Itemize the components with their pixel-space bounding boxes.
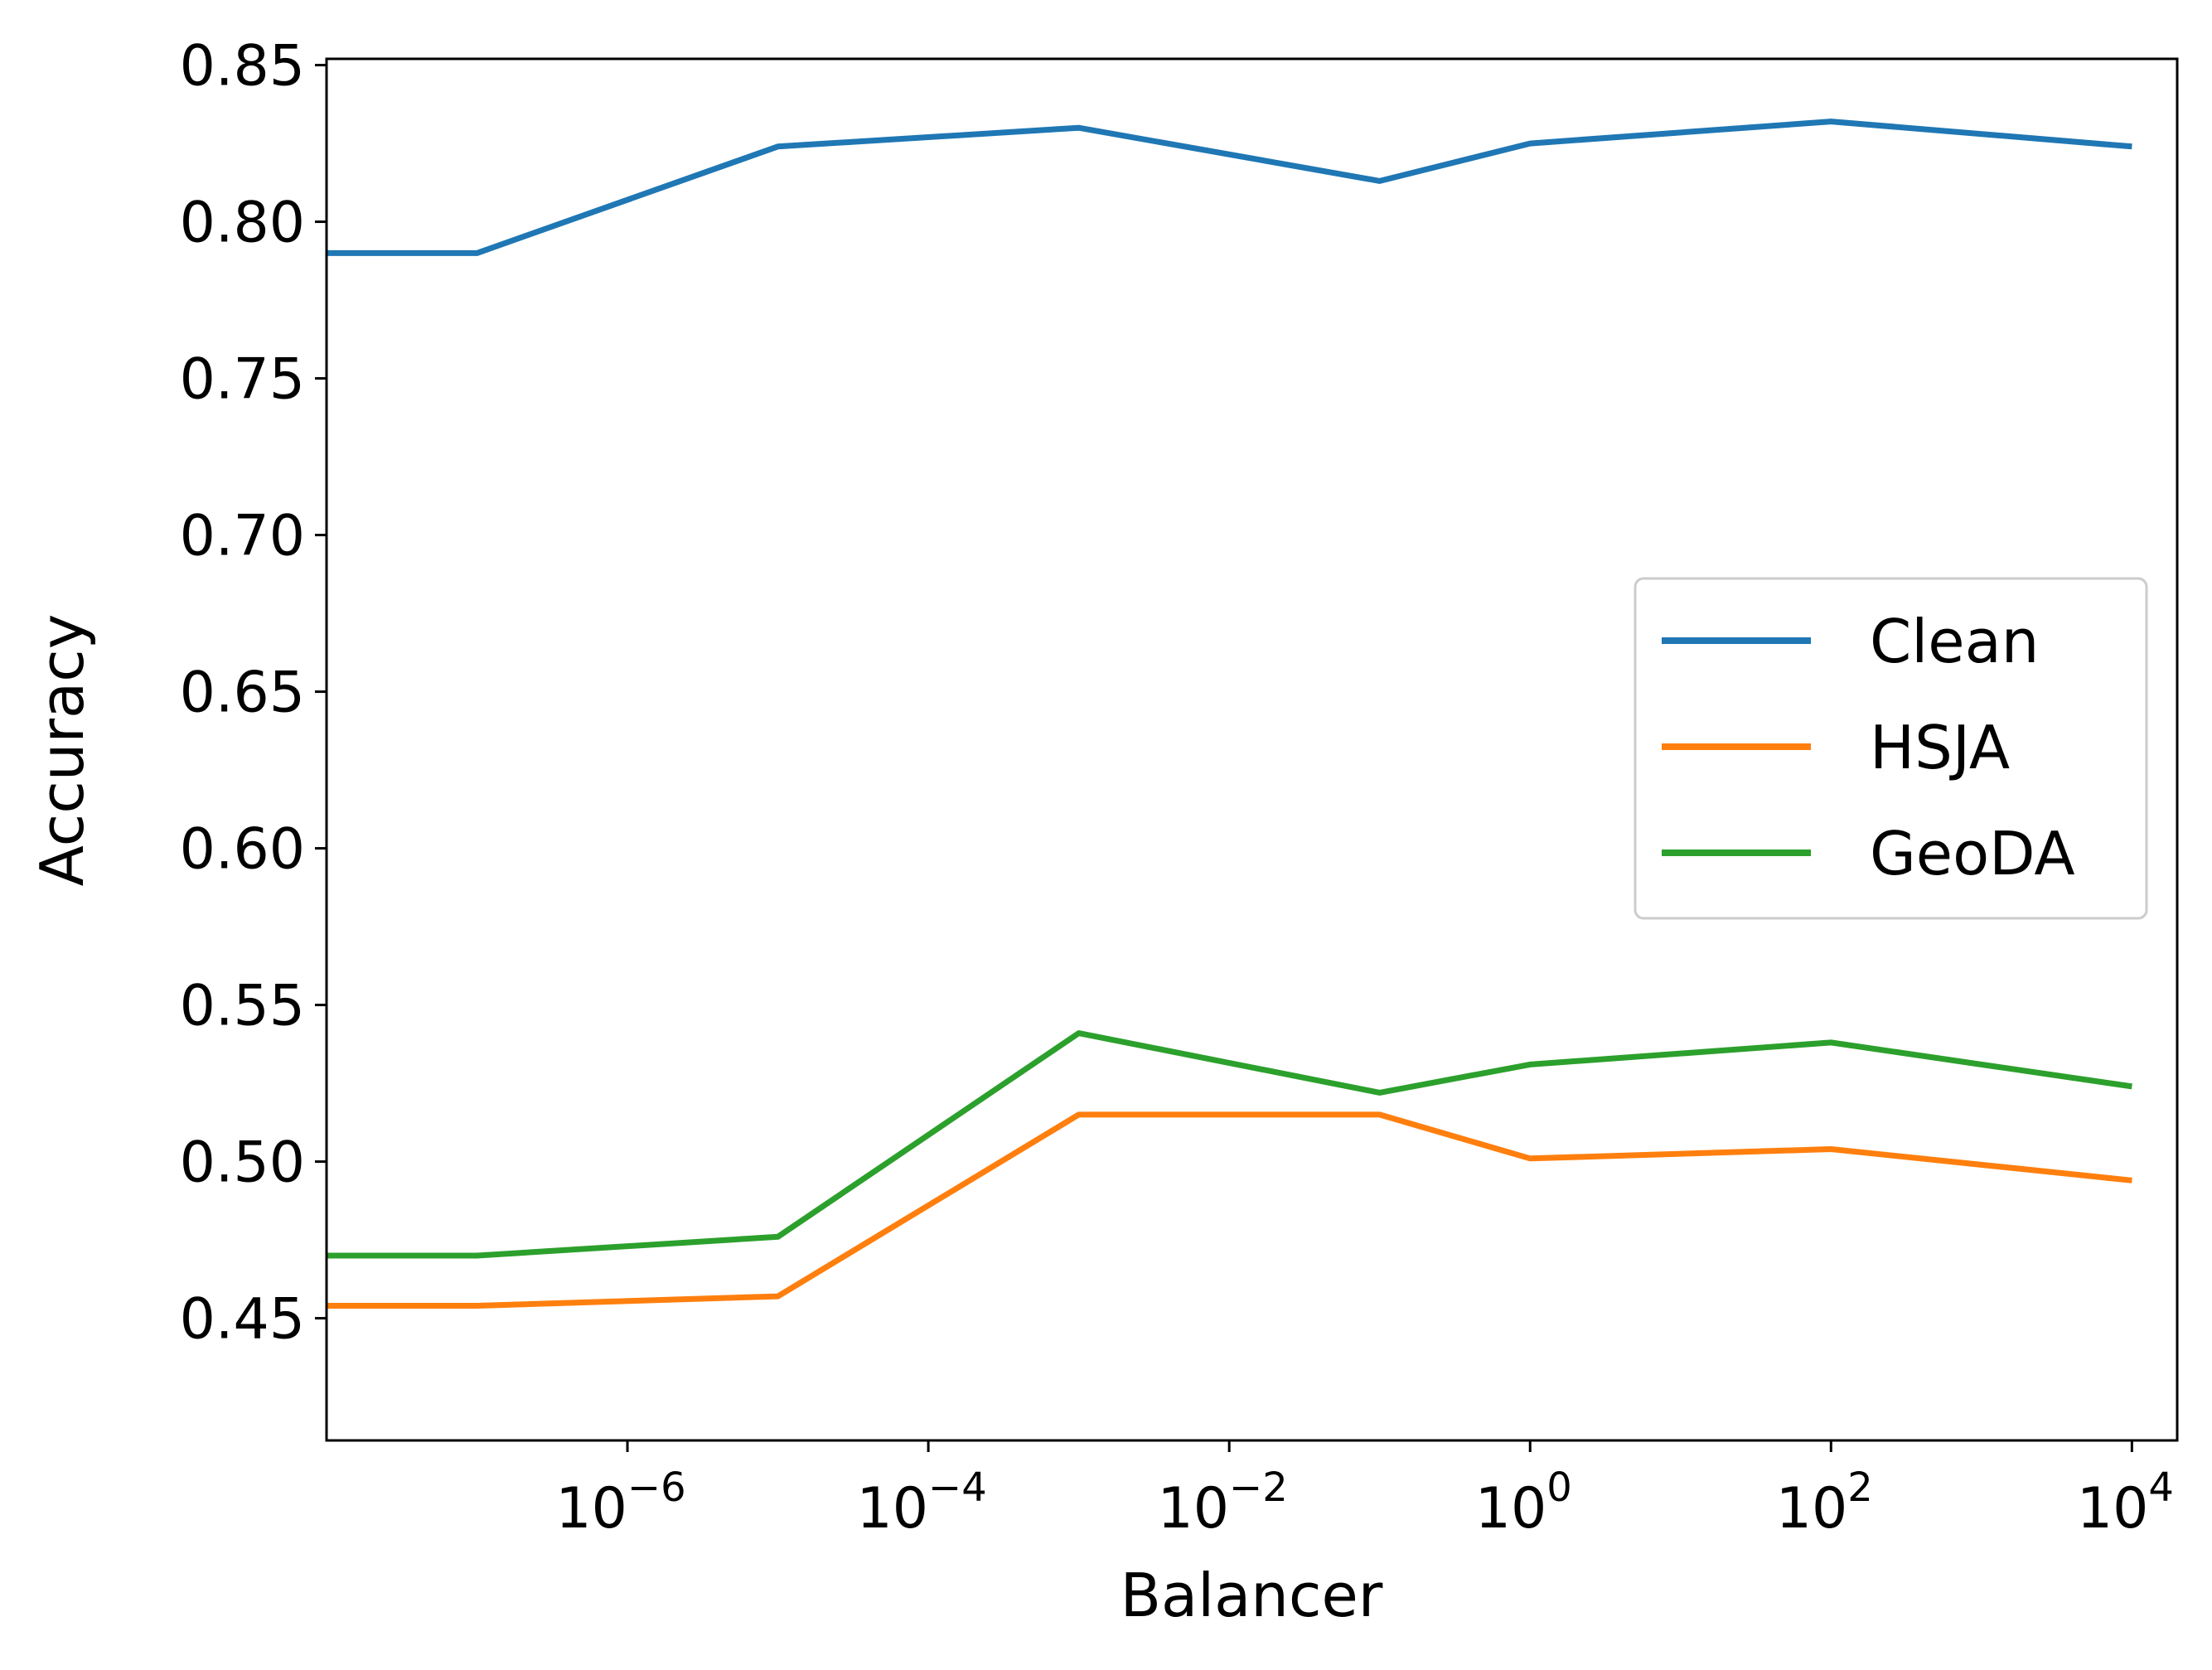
legend-label-clean: Clean [1870, 607, 2039, 676]
x-tick-label: 10−4 [856, 1464, 986, 1542]
y-tick-label: 0.55 [180, 974, 305, 1039]
y-tick-label: 0.60 [180, 817, 305, 883]
y-tick-label: 0.50 [180, 1130, 305, 1196]
series-line-hsja [327, 1111, 2132, 1309]
legend: Clean HSJA GeoDA [1634, 577, 2148, 920]
series-line-clean [327, 119, 2132, 256]
legend-label-hsja: HSJA [1870, 713, 2010, 782]
x-tick-label: 10−2 [1158, 1464, 1288, 1542]
plot-area-frame [325, 57, 2179, 1442]
y-tick-label: 0.70 [180, 504, 305, 569]
series-line-geoda [327, 1030, 2132, 1259]
x-axis-title: Balancer [1121, 1561, 1383, 1630]
legend-box [1634, 577, 2148, 920]
series-layer [327, 119, 2132, 1309]
y-tick-label: 0.65 [180, 661, 305, 726]
x-tick-label: 102 [1776, 1464, 1873, 1542]
x-tick-label: 10−6 [555, 1464, 685, 1542]
x-axis: 10−6 10−4 10−2 100 102 104 [555, 1440, 2174, 1542]
y-tick-label: 0.45 [180, 1287, 305, 1353]
y-tick-label: 0.75 [180, 347, 305, 413]
y-tick-label: 0.85 [180, 34, 305, 99]
x-tick-label: 100 [1475, 1464, 1572, 1542]
y-tick-label: 0.80 [180, 191, 305, 256]
x-tick-label: 104 [2077, 1464, 2174, 1542]
y-axis: 0.45 0.50 0.55 0.60 0.65 0.70 0.75 0.80 0.85 [180, 34, 327, 1353]
legend-label-geoda: GeoDA [1870, 819, 2075, 888]
y-axis-title: Accuracy [27, 614, 97, 887]
